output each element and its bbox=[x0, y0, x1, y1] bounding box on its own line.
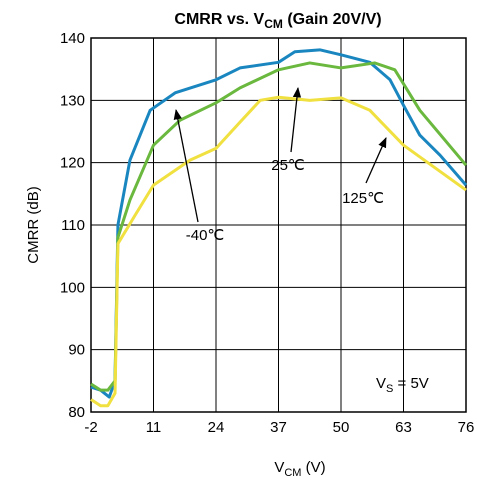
y-tick-label: 110 bbox=[61, 217, 85, 234]
x-axis-label: VCM (V) bbox=[274, 459, 325, 479]
plot-frame bbox=[90, 37, 467, 413]
series-line bbox=[90, 95, 467, 408]
annotation-arrow bbox=[290, 86, 302, 153]
x-tick-label: 76 bbox=[458, 419, 475, 436]
label-sub: CM bbox=[284, 467, 301, 479]
x-tick-label: -2 bbox=[84, 419, 97, 436]
x-tick-label: 24 bbox=[208, 419, 225, 436]
title-sub: CM bbox=[264, 17, 283, 31]
note-part: V bbox=[376, 375, 386, 392]
annotation: -40℃ bbox=[186, 227, 225, 244]
note-part: = 5V bbox=[393, 375, 428, 392]
annotation-arrow bbox=[365, 137, 387, 184]
note-sub: S bbox=[386, 383, 393, 395]
x-tick-label: 50 bbox=[333, 419, 350, 436]
y-tick-label: 90 bbox=[68, 342, 85, 359]
annotation: 25℃ bbox=[271, 157, 305, 174]
label-part: (V) bbox=[301, 459, 325, 476]
y-tick-label: 80 bbox=[68, 404, 85, 421]
y-tick-label: 140 bbox=[60, 30, 85, 47]
y-axis-label: CMRR (dB) bbox=[25, 186, 42, 264]
series-line bbox=[90, 61, 468, 392]
y-tick-label: 120 bbox=[60, 155, 85, 172]
title-part: (Gain 20V/V) bbox=[283, 11, 382, 28]
y-tick-label: 100 bbox=[60, 279, 85, 296]
x-tick-label: 11 bbox=[146, 419, 162, 436]
x-tick-label: 63 bbox=[395, 419, 412, 436]
x-tick-label: 37 bbox=[270, 419, 287, 436]
annotation-arrow bbox=[173, 108, 199, 223]
supply-note: VS = 5V bbox=[376, 375, 429, 395]
label-part: V bbox=[274, 459, 284, 476]
y-tick-label: 130 bbox=[60, 92, 85, 109]
chart-title: CMRR vs. VCM (Gain 20V/V) bbox=[174, 11, 381, 31]
title-part: CMRR vs. V bbox=[174, 11, 264, 28]
annotation: 125℃ bbox=[342, 190, 384, 207]
